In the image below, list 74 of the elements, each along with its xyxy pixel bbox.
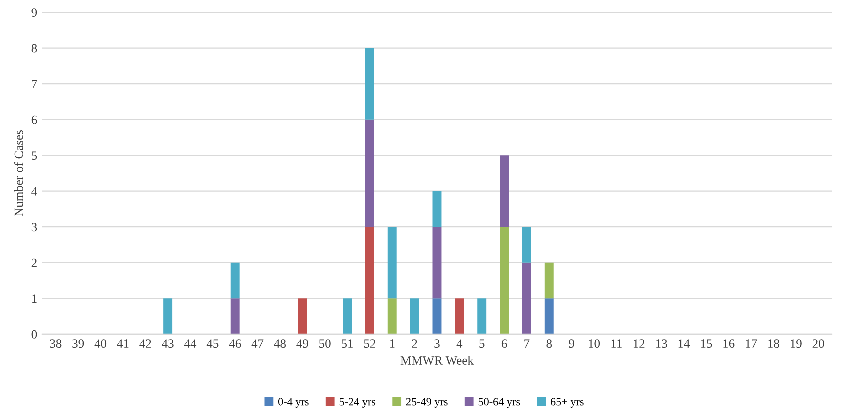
bar [388,227,397,299]
x-tick-label: 2 [412,340,418,348]
bar [298,298,308,334]
x-tick-label: 40 [94,340,107,348]
legend-label: 0-4 yrs [278,398,309,408]
bar [544,298,554,334]
x-tick-label: 46 [229,340,242,348]
bar [365,120,374,228]
x-tick-label: 15 [701,340,712,348]
bar [230,262,240,299]
bar [365,48,374,120]
y-tick-label: 9 [32,8,38,17]
x-tick-label: 20 [812,340,824,348]
bar [500,156,510,228]
bar [230,298,240,334]
y-tick-label: 8 [32,44,38,53]
x-tick-label: 48 [274,340,286,348]
legend-label: 5-24 yrs [340,398,376,408]
x-tick-label: 10 [589,340,600,348]
bar [522,262,532,334]
bar [522,227,532,263]
x-tick-label: 6 [502,340,508,348]
x-tick-label: 39 [72,340,84,348]
y-tick-label: 2 [32,258,37,268]
x-tick-label: 4 [456,340,463,348]
x-tick-label: 11 [612,340,622,348]
x-tick-label: 52 [364,340,376,348]
y-axis-title: Number of Cases [14,130,24,217]
x-tick-label: 14 [678,340,690,348]
x-tick-label: 49 [296,340,308,348]
legend-label: 50-64 yrs [478,398,520,408]
x-tick-label: 13 [656,340,668,348]
x-tick-label: 47 [252,340,264,348]
x-tick-label: 45 [206,340,219,348]
bar [343,298,352,334]
x-axis-title: MMWR Week [400,356,474,366]
y-tick-label: 6 [32,116,38,124]
bar [410,298,420,334]
x-tick-label: 50 [320,340,331,348]
x-tick-label: 44 [184,340,197,348]
x-tick-label: 18 [768,340,780,348]
bar [478,298,487,334]
x-tick-label: 5 [480,340,485,348]
x-tick-label: 9 [569,340,574,348]
y-tick-label: 3 [32,223,38,232]
bar [365,227,374,334]
legend-label: 25-49 yrs [406,398,448,408]
x-tick-label: 3 [434,340,440,348]
x-tick-label: 42 [140,340,152,348]
x-tick-label: 7 [524,340,530,348]
y-tick-label: 1 [32,294,37,303]
x-tick-label: 17 [746,340,758,348]
bar [432,227,442,299]
bar [500,227,510,334]
x-tick-label: 8 [546,340,552,348]
x-tick-label: 12 [634,340,645,348]
bar [164,298,173,334]
y-tick-label: 5 [32,152,38,160]
bar [455,298,464,334]
x-tick-label: 38 [50,340,62,348]
y-tick-label: 4 [32,187,38,196]
bar [432,298,442,334]
x-tick-label: 19 [790,340,802,348]
bar [432,191,442,228]
x-tick-label: 43 [162,340,174,348]
x-tick-label: 41 [117,340,129,348]
y-tick-label: 0 [32,330,38,339]
bar [388,298,397,334]
legend-label: 65+ yrs [551,398,584,408]
bar [544,262,554,299]
x-tick-label: 1 [390,340,395,348]
x-tick-label: 51 [342,340,354,348]
y-tick-label: 7 [32,80,38,88]
x-tick-label: 16 [724,340,735,348]
